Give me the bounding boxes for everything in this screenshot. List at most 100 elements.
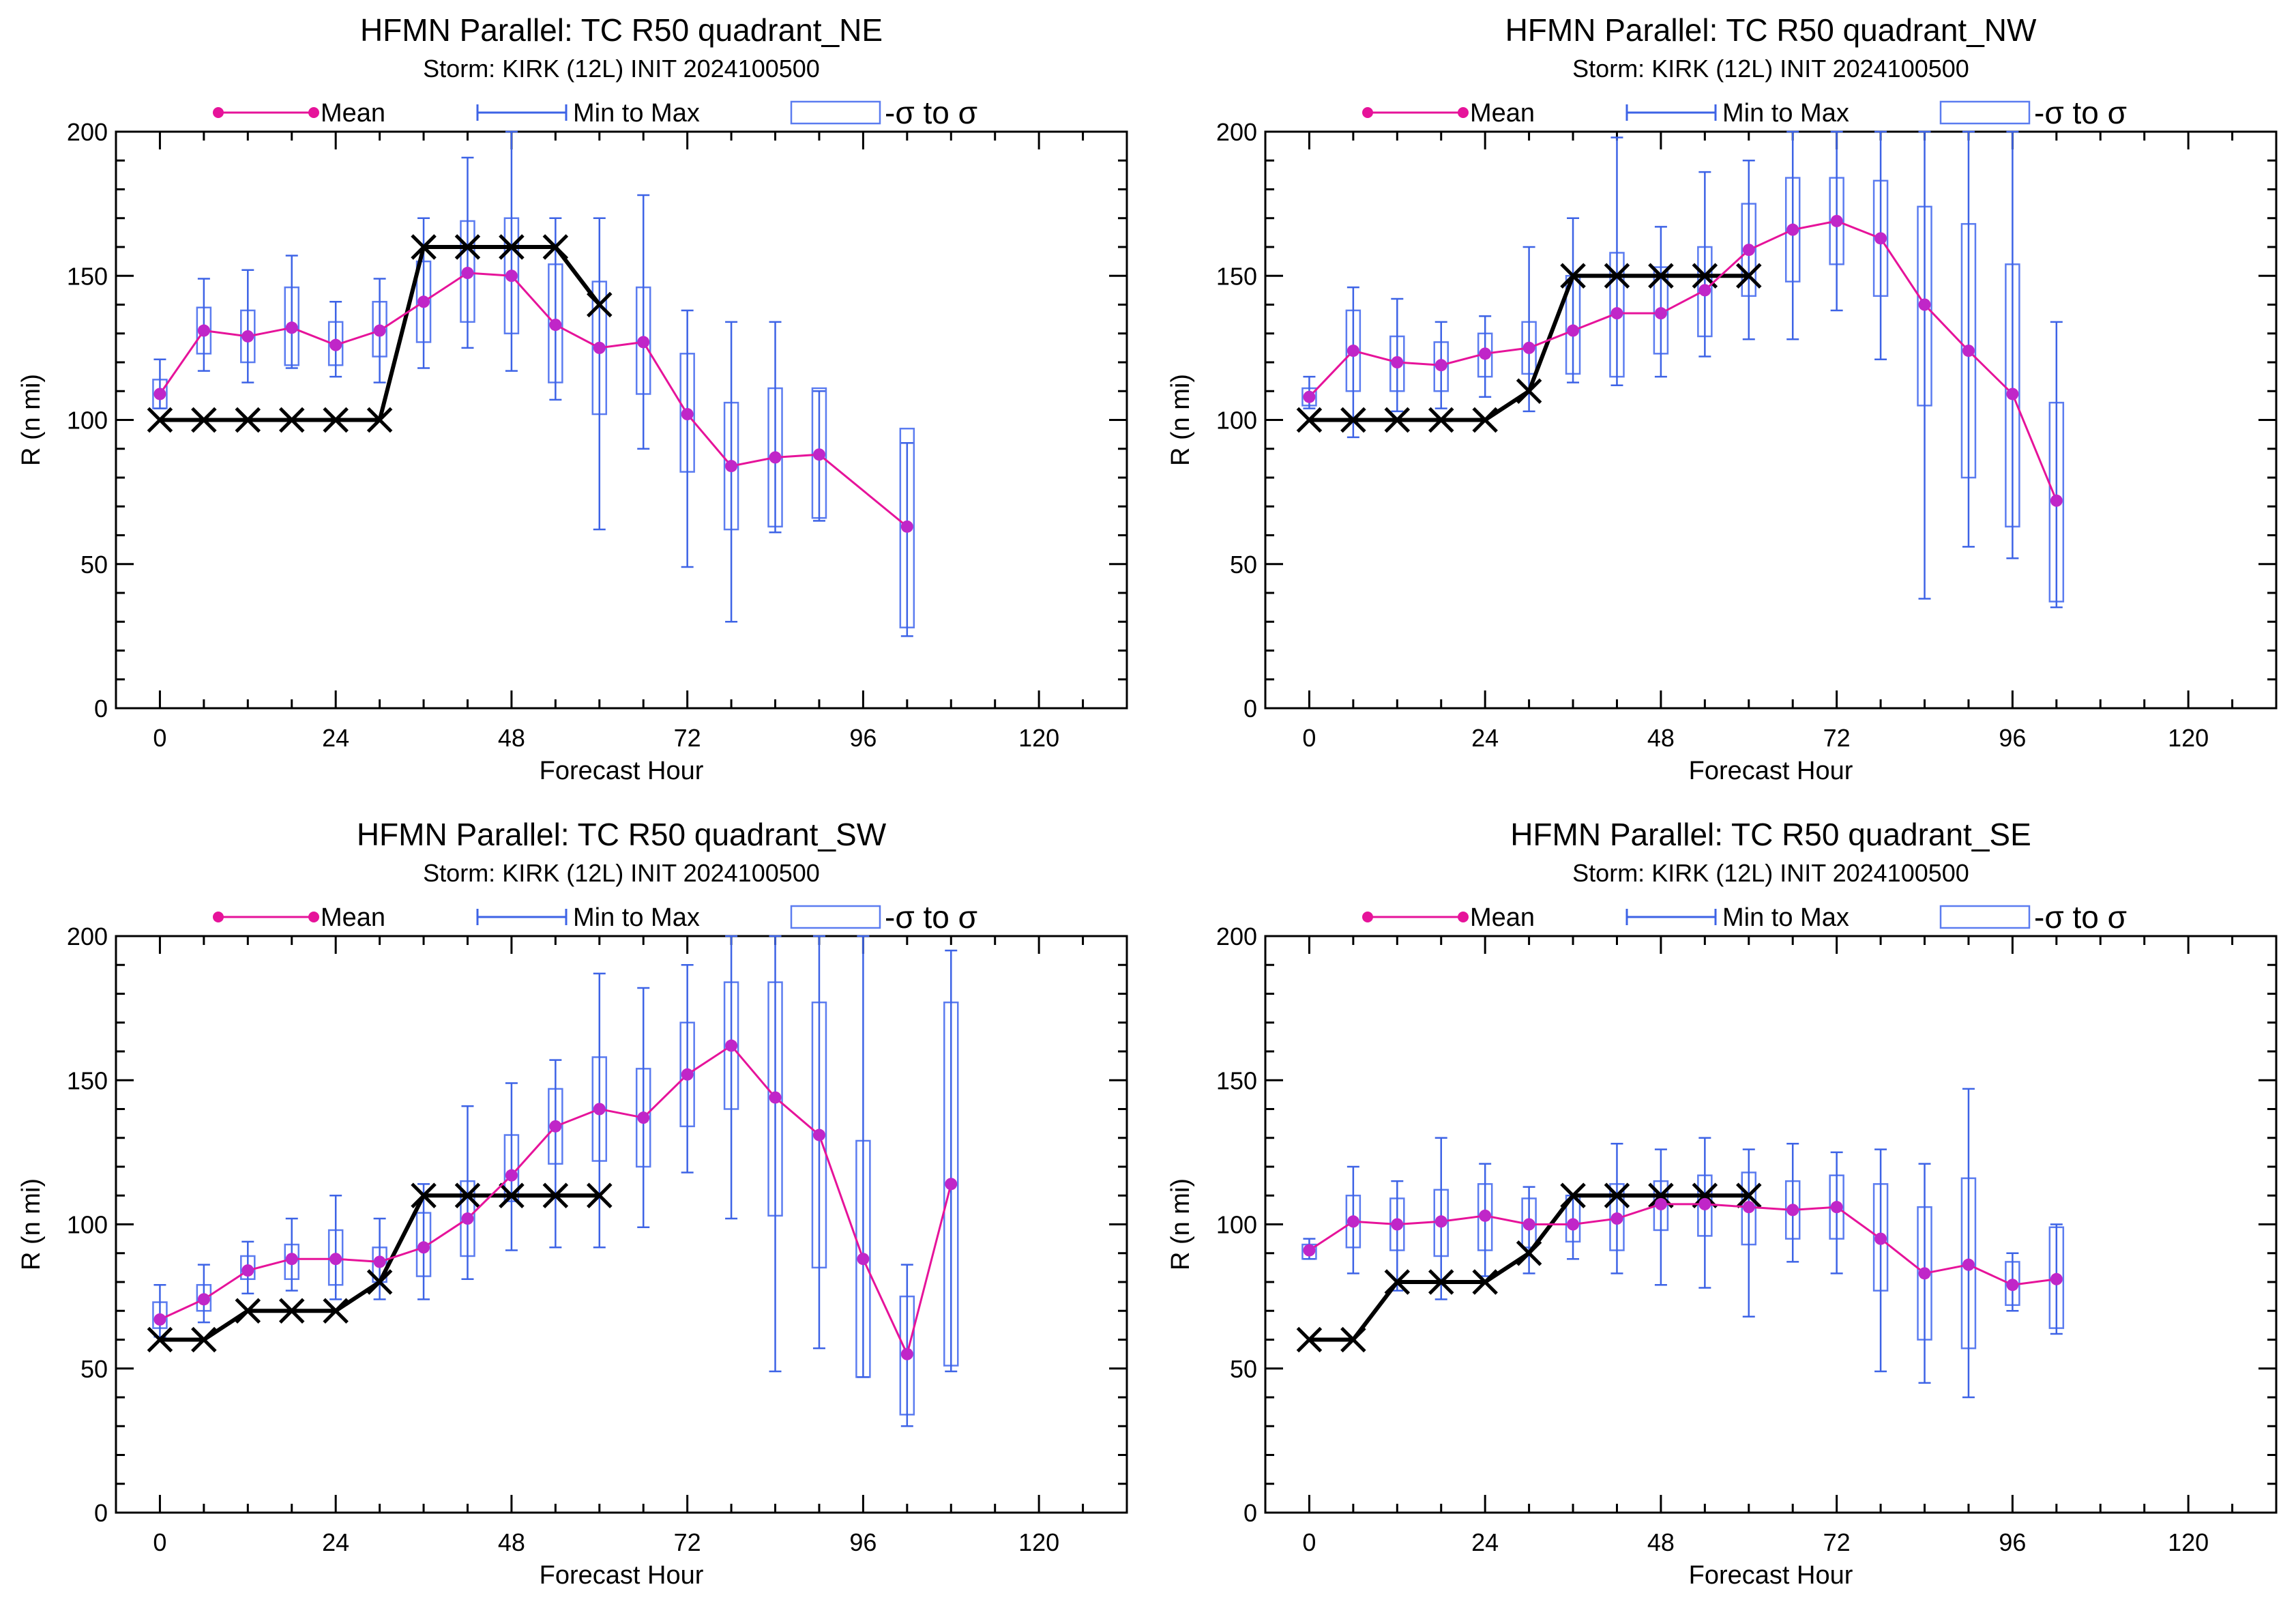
legend-sigma-label: -σ to σ xyxy=(2034,95,2127,130)
x-tick-label: 96 xyxy=(849,724,877,752)
y-axis-label: R (n mi) xyxy=(1166,1178,1195,1270)
mean-point xyxy=(725,460,738,473)
y-tick-label: 150 xyxy=(67,1066,108,1094)
legend-mean-marker xyxy=(308,107,319,118)
x-tick-label: 0 xyxy=(153,724,166,752)
x-tick-label: 48 xyxy=(1647,724,1675,752)
y-tick-label: 200 xyxy=(1216,922,1257,950)
best-track-marker xyxy=(1472,1269,1498,1295)
chart-title: HFMN Parallel: TC R50 quadrant_NE xyxy=(360,12,883,48)
legend-range-label: Min to Max xyxy=(573,903,700,932)
mean-point xyxy=(1830,1201,1843,1214)
mean-point xyxy=(373,1255,386,1268)
x-tick-label: 0 xyxy=(1302,1528,1316,1556)
x-tick-label: 72 xyxy=(674,1528,701,1556)
x-tick-label: 72 xyxy=(1823,1528,1851,1556)
best-track-marker xyxy=(1296,1326,1323,1353)
mean-point xyxy=(681,1068,694,1081)
chart-panel: HFMN Parallel: TC R50 quadrant_SE Storm: … xyxy=(1166,817,2278,1590)
mean-point xyxy=(1479,1209,1492,1222)
best-track-marker xyxy=(191,1326,217,1353)
chart-title: HFMN Parallel: TC R50 quadrant_SW xyxy=(357,817,887,852)
mean-point xyxy=(1522,341,1535,354)
best-track-marker xyxy=(1384,407,1411,433)
best-track-marker xyxy=(1428,1269,1454,1295)
mean-point xyxy=(1698,284,1711,297)
mean-point xyxy=(329,338,342,351)
x-tick-label: 96 xyxy=(849,1528,877,1556)
y-tick-label: 100 xyxy=(67,1211,108,1239)
mean-point xyxy=(461,1212,474,1225)
legend-mean-label: Mean xyxy=(321,99,385,128)
best-track-marker xyxy=(1648,263,1674,289)
mean-point xyxy=(2006,388,2019,400)
best-track-marker xyxy=(323,1298,349,1324)
mean-point xyxy=(1567,324,1580,337)
best-track-marker xyxy=(366,407,393,433)
mean-point xyxy=(1610,1212,1623,1225)
y-tick-label: 50 xyxy=(1230,1355,1257,1383)
mean-point xyxy=(1786,223,1799,236)
legend-mean-label: Mean xyxy=(1470,903,1535,932)
chart-legend: Mean Min to Max -σ to σ xyxy=(1362,899,2127,935)
chart-legend: Mean Min to Max -σ to σ xyxy=(213,899,977,935)
best-track-marker xyxy=(499,234,525,260)
mean-point xyxy=(285,321,298,334)
chart-legend: Mean Min to Max -σ to σ xyxy=(213,95,977,130)
best-track-marker xyxy=(147,1326,173,1353)
x-tick-label: 120 xyxy=(1018,1528,1059,1556)
legend-mean-marker xyxy=(1458,912,1469,922)
mean-point xyxy=(1567,1218,1580,1231)
y-axis-label: R (n mi) xyxy=(1166,374,1195,466)
mean-point xyxy=(1391,1218,1404,1231)
mean-point xyxy=(1479,347,1492,360)
x-axis-label: Forecast Hour xyxy=(540,757,704,785)
mean-point xyxy=(1918,1267,1931,1280)
legend-sigma-box xyxy=(1939,100,2031,125)
mean-line xyxy=(1308,1203,2057,1286)
mean-point xyxy=(197,324,210,337)
mean-point xyxy=(329,1253,342,1266)
legend-sigma-box xyxy=(790,100,881,125)
y-tick-label: 150 xyxy=(67,262,108,290)
x-tick-label: 72 xyxy=(1823,724,1851,752)
mean-point xyxy=(637,1111,650,1124)
y-tick-label: 200 xyxy=(67,118,108,146)
best-track-marker xyxy=(1384,1269,1411,1295)
y-tick-label: 150 xyxy=(1216,1066,1257,1094)
x-tick-label: 48 xyxy=(498,1528,525,1556)
best-track-marker xyxy=(191,407,217,433)
mean-point xyxy=(1303,1244,1316,1257)
x-axis-label: Forecast Hour xyxy=(540,1561,704,1590)
y-tick-label: 100 xyxy=(67,407,108,435)
best-track-marker xyxy=(1296,407,1323,433)
y-tick-label: 100 xyxy=(1216,1211,1257,1239)
x-tick-label: 24 xyxy=(322,724,349,752)
legend-sigma-label: -σ to σ xyxy=(885,899,977,935)
mean-point xyxy=(549,319,562,332)
mean-point xyxy=(769,451,782,464)
mean-point xyxy=(461,267,474,280)
plot-frame xyxy=(115,935,1128,1514)
chart-title: HFMN Parallel: TC R50 quadrant_SE xyxy=(1510,817,2031,852)
legend-range-label: Min to Max xyxy=(573,99,700,128)
plot-frame xyxy=(1264,935,2278,1514)
y-tick-label: 0 xyxy=(1243,1499,1257,1527)
best-track-marker xyxy=(411,234,437,260)
mean-point xyxy=(373,324,386,337)
legend-sigma-label: -σ to σ xyxy=(885,95,977,130)
mean-line xyxy=(1308,220,2058,501)
legend-mean-marker xyxy=(1362,107,1373,118)
x-tick-label: 96 xyxy=(1999,1528,2026,1556)
mean-point xyxy=(241,1264,254,1277)
x-tick-label: 96 xyxy=(1999,724,2026,752)
mean-point xyxy=(1654,307,1667,320)
chart-subtitle: Storm: KIRK (12L) INIT 2024100500 xyxy=(1572,55,1969,83)
mean-point xyxy=(1962,1258,1975,1271)
mean-point xyxy=(1303,390,1316,403)
mean-point xyxy=(153,388,166,400)
chart-title: HFMN Parallel: TC R50 quadrant_NW xyxy=(1505,12,2037,48)
mean-point xyxy=(812,1128,825,1141)
y-tick-label: 100 xyxy=(1216,407,1257,435)
